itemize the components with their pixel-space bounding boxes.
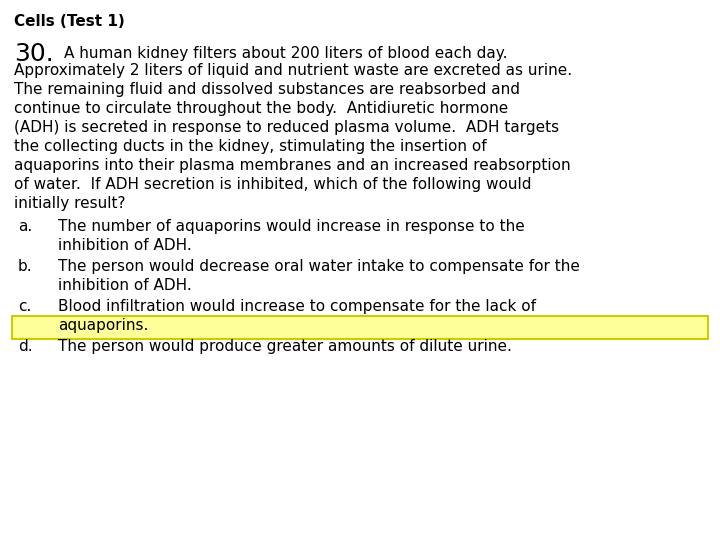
Text: The person would decrease oral water intake to compensate for the: The person would decrease oral water int… [58, 259, 580, 274]
Text: 30.: 30. [14, 42, 54, 66]
Text: Approximately 2 liters of liquid and nutrient waste are excreted as urine.: Approximately 2 liters of liquid and nut… [14, 63, 572, 78]
Text: The number of aquaporins would increase in response to the: The number of aquaporins would increase … [58, 219, 525, 234]
Text: c.: c. [18, 299, 32, 314]
Text: a.: a. [18, 219, 32, 234]
Text: Cells (Test 1): Cells (Test 1) [14, 14, 125, 29]
Text: continue to circulate throughout the body.  Antidiuretic hormone: continue to circulate throughout the bod… [14, 101, 508, 116]
Text: aquaporins into their plasma membranes and an increased reabsorption: aquaporins into their plasma membranes a… [14, 158, 571, 173]
Text: of water.  If ADH secretion is inhibited, which of the following would: of water. If ADH secretion is inhibited,… [14, 177, 531, 192]
Text: The remaining fluid and dissolved substances are reabsorbed and: The remaining fluid and dissolved substa… [14, 82, 520, 97]
Text: aquaporins.: aquaporins. [58, 318, 148, 333]
FancyBboxPatch shape [12, 316, 708, 339]
Text: inhibition of ADH.: inhibition of ADH. [58, 238, 192, 253]
Text: A human kidney filters about 200 liters of blood each day.: A human kidney filters about 200 liters … [64, 46, 508, 61]
Text: the collecting ducts in the kidney, stimulating the insertion of: the collecting ducts in the kidney, stim… [14, 139, 487, 154]
Text: initially result?: initially result? [14, 196, 125, 211]
Text: Blood infiltration would increase to compensate for the lack of: Blood infiltration would increase to com… [58, 299, 536, 314]
Text: The person would produce greater amounts of dilute urine.: The person would produce greater amounts… [58, 339, 512, 354]
Text: (ADH) is secreted in response to reduced plasma volume.  ADH targets: (ADH) is secreted in response to reduced… [14, 120, 559, 135]
Text: b.: b. [18, 259, 32, 274]
Text: d.: d. [18, 339, 32, 354]
Text: inhibition of ADH.: inhibition of ADH. [58, 278, 192, 293]
